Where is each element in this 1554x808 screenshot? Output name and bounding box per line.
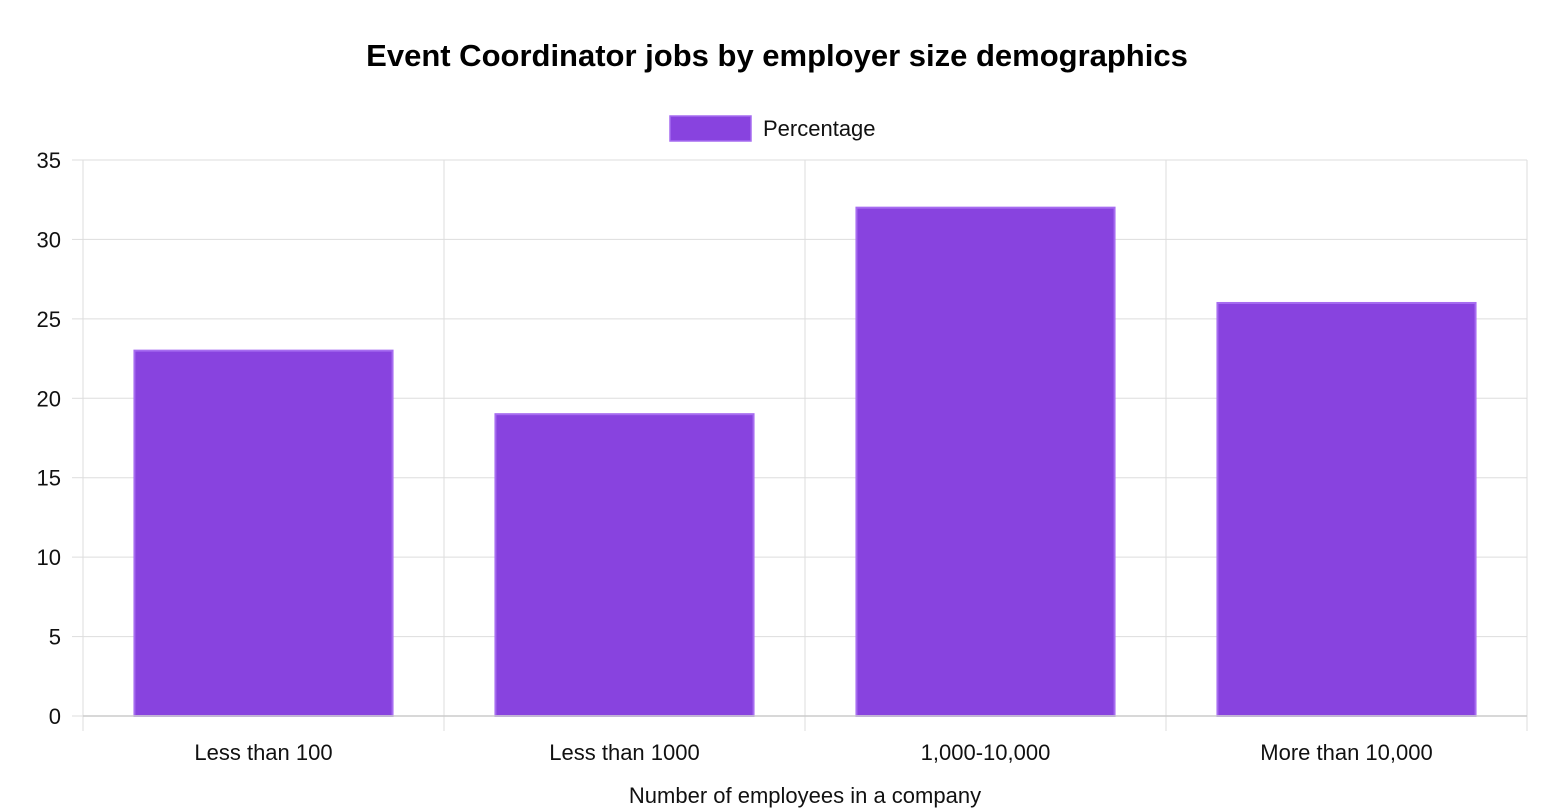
bar[interactable] — [1216, 301, 1477, 717]
bars — [133, 206, 1477, 718]
chart-title: Event Coordinator jobs by employer size … — [366, 38, 1188, 73]
legend-swatch-percentage — [669, 115, 752, 142]
y-tick-label: 15 — [37, 466, 61, 491]
y-axis-ticks: 0 5 10 15 20 25 30 35 — [37, 148, 61, 729]
legend-label-percentage: Percentage — [763, 116, 876, 141]
y-tick-label: 10 — [37, 545, 61, 570]
bar[interactable] — [855, 206, 1116, 718]
x-axis-ticks: Less than 100 Less than 1000 1,000-10,000 M… — [194, 740, 1432, 765]
y-tick-label: 35 — [37, 148, 61, 173]
x-tick-label: Less than 100 — [194, 740, 332, 765]
x-tick-label: More than 10,000 — [1260, 740, 1432, 765]
x-axis-label: Number of employees in a company — [629, 783, 981, 808]
y-tick-label: 25 — [37, 307, 61, 332]
y-tick-label: 0 — [49, 704, 61, 729]
legend[interactable]: Percentage — [669, 115, 876, 142]
bar[interactable] — [494, 413, 755, 717]
bar[interactable] — [133, 349, 394, 717]
y-tick-label: 30 — [37, 227, 61, 252]
x-tick-label: 1,000-10,000 — [921, 740, 1051, 765]
y-tick-label: 5 — [49, 625, 61, 650]
x-tick-label: Less than 1000 — [549, 740, 699, 765]
y-tick-label: 20 — [37, 386, 61, 411]
